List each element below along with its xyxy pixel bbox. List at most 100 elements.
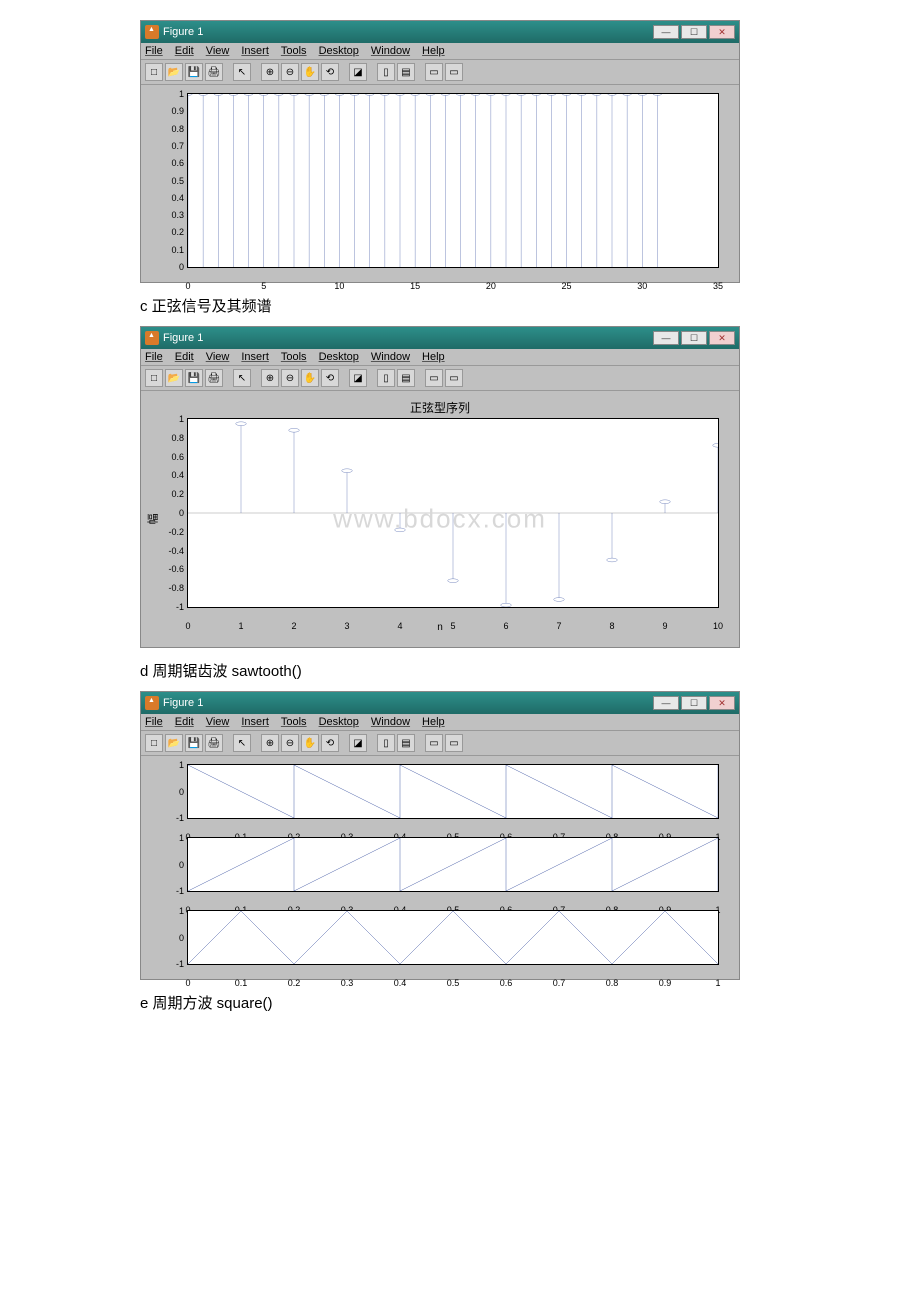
maximize-button[interactable]: ☐: [681, 331, 707, 345]
menu-tools[interactable]: Tools: [281, 45, 307, 57]
colorbar-icon[interactable]: ▯: [377, 734, 395, 752]
menu-tools[interactable]: Tools: [281, 351, 307, 363]
app-icon: [145, 696, 159, 710]
save-icon[interactable]: 💾: [185, 63, 203, 81]
menu-file[interactable]: File: [145, 45, 163, 57]
pointer-icon[interactable]: ↖: [233, 734, 251, 752]
close-button[interactable]: ✕: [709, 25, 735, 39]
rotate-icon[interactable]: ⟲: [321, 63, 339, 81]
menu-desktop[interactable]: Desktop: [319, 351, 359, 363]
titlebar: Figure 1 — ☐ ✕: [141, 21, 739, 43]
caption-c: c 正弦信号及其频谱: [140, 295, 780, 316]
toolbar: □ 📂 💾 🖨 ↖ ⊕ ⊖ ✋ ⟲ ◪ ▯ ▤ ▭ ▭: [141, 366, 739, 391]
print-icon[interactable]: 🖨: [205, 734, 223, 752]
layout2-icon[interactable]: ▭: [445, 63, 463, 81]
legend-icon[interactable]: ▤: [397, 734, 415, 752]
menu-view[interactable]: View: [206, 351, 230, 363]
menu-view[interactable]: View: [206, 716, 230, 728]
minimize-button[interactable]: —: [653, 331, 679, 345]
menu-view[interactable]: View: [206, 45, 230, 57]
menu-help[interactable]: Help: [422, 45, 445, 57]
pointer-icon[interactable]: ↖: [233, 369, 251, 387]
datatip-icon[interactable]: ◪: [349, 734, 367, 752]
zoom-out-icon[interactable]: ⊖: [281, 734, 299, 752]
open-icon[interactable]: 📂: [165, 369, 183, 387]
window-title: Figure 1: [163, 332, 203, 344]
new-icon[interactable]: □: [145, 63, 163, 81]
new-icon[interactable]: □: [145, 734, 163, 752]
window-title: Figure 1: [163, 26, 203, 38]
pointer-icon[interactable]: ↖: [233, 63, 251, 81]
menu-window[interactable]: Window: [371, 45, 410, 57]
datatip-icon[interactable]: ◪: [349, 369, 367, 387]
subplot-2: -101 00.10.20.30.40.50.60.70.80.91: [187, 837, 719, 892]
titlebar: Figure 1 — ☐ ✕: [141, 692, 739, 714]
zoom-in-icon[interactable]: ⊕: [261, 63, 279, 81]
subplot-1: -101 00.10.20.30.40.50.60.70.80.91: [187, 764, 719, 819]
pan-icon[interactable]: ✋: [301, 369, 319, 387]
menu-window[interactable]: Window: [371, 351, 410, 363]
menu-insert[interactable]: Insert: [241, 45, 269, 57]
pan-icon[interactable]: ✋: [301, 734, 319, 752]
rotate-icon[interactable]: ⟲: [321, 734, 339, 752]
menu-file[interactable]: File: [145, 716, 163, 728]
zoom-in-icon[interactable]: ⊕: [261, 369, 279, 387]
menu-desktop[interactable]: Desktop: [319, 45, 359, 57]
save-icon[interactable]: 💾: [185, 734, 203, 752]
caption-e: e 周期方波 square(): [140, 992, 780, 1013]
pan-icon[interactable]: ✋: [301, 63, 319, 81]
close-button[interactable]: ✕: [709, 331, 735, 345]
menu-help[interactable]: Help: [422, 716, 445, 728]
layout2-icon[interactable]: ▭: [445, 369, 463, 387]
zoom-out-icon[interactable]: ⊖: [281, 369, 299, 387]
chart-1: 00.10.20.30.40.50.60.70.80.91 0510152025…: [187, 93, 719, 268]
menu-desktop[interactable]: Desktop: [319, 716, 359, 728]
colorbar-icon[interactable]: ▯: [377, 369, 395, 387]
window-controls: — ☐ ✕: [653, 696, 735, 710]
menu-window[interactable]: Window: [371, 716, 410, 728]
menu-insert[interactable]: Insert: [241, 716, 269, 728]
figure-window-1: Figure 1 — ☐ ✕ File Edit View Insert Too…: [140, 20, 740, 283]
menu-file[interactable]: File: [145, 351, 163, 363]
close-button[interactable]: ✕: [709, 696, 735, 710]
menu-help[interactable]: Help: [422, 351, 445, 363]
datatip-icon[interactable]: ◪: [349, 63, 367, 81]
zoom-out-icon[interactable]: ⊖: [281, 63, 299, 81]
menu-edit[interactable]: Edit: [175, 45, 194, 57]
menubar: File Edit View Insert Tools Desktop Wind…: [141, 349, 739, 366]
titlebar: Figure 1 — ☐ ✕: [141, 327, 739, 349]
colorbar-icon[interactable]: ▯: [377, 63, 395, 81]
window-controls: — ☐ ✕: [653, 25, 735, 39]
subplot-3: -101 00.10.20.30.40.50.60.70.80.91: [187, 910, 719, 965]
maximize-button[interactable]: ☐: [681, 696, 707, 710]
zoom-in-icon[interactable]: ⊕: [261, 734, 279, 752]
legend-icon[interactable]: ▤: [397, 369, 415, 387]
open-icon[interactable]: 📂: [165, 734, 183, 752]
save-icon[interactable]: 💾: [185, 369, 203, 387]
maximize-button[interactable]: ☐: [681, 25, 707, 39]
app-icon: [145, 331, 159, 345]
menu-insert[interactable]: Insert: [241, 351, 269, 363]
menu-edit[interactable]: Edit: [175, 716, 194, 728]
minimize-button[interactable]: —: [653, 25, 679, 39]
caption-d: d 周期锯齿波 sawtooth(): [140, 660, 780, 681]
plot-area-3: -101 00.10.20.30.40.50.60.70.80.91 -101 …: [141, 756, 739, 979]
menu-tools[interactable]: Tools: [281, 716, 307, 728]
rotate-icon[interactable]: ⟲: [321, 369, 339, 387]
minimize-button[interactable]: —: [653, 696, 679, 710]
figure-window-2: Figure 1 — ☐ ✕ File Edit View Insert Too…: [140, 326, 740, 648]
layout-icon[interactable]: ▭: [425, 369, 443, 387]
toolbar: □ 📂 💾 🖨 ↖ ⊕ ⊖ ✋ ⟲ ◪ ▯ ▤ ▭ ▭: [141, 60, 739, 85]
print-icon[interactable]: 🖨: [205, 369, 223, 387]
legend-icon[interactable]: ▤: [397, 63, 415, 81]
layout2-icon[interactable]: ▭: [445, 734, 463, 752]
menu-edit[interactable]: Edit: [175, 351, 194, 363]
plot-area-1: 00.10.20.30.40.50.60.70.80.91 0510152025…: [141, 85, 739, 282]
layout-icon[interactable]: ▭: [425, 734, 443, 752]
menubar: File Edit View Insert Tools Desktop Wind…: [141, 714, 739, 731]
open-icon[interactable]: 📂: [165, 63, 183, 81]
print-icon[interactable]: 🖨: [205, 63, 223, 81]
new-icon[interactable]: □: [145, 369, 163, 387]
layout-icon[interactable]: ▭: [425, 63, 443, 81]
app-icon: [145, 25, 159, 39]
